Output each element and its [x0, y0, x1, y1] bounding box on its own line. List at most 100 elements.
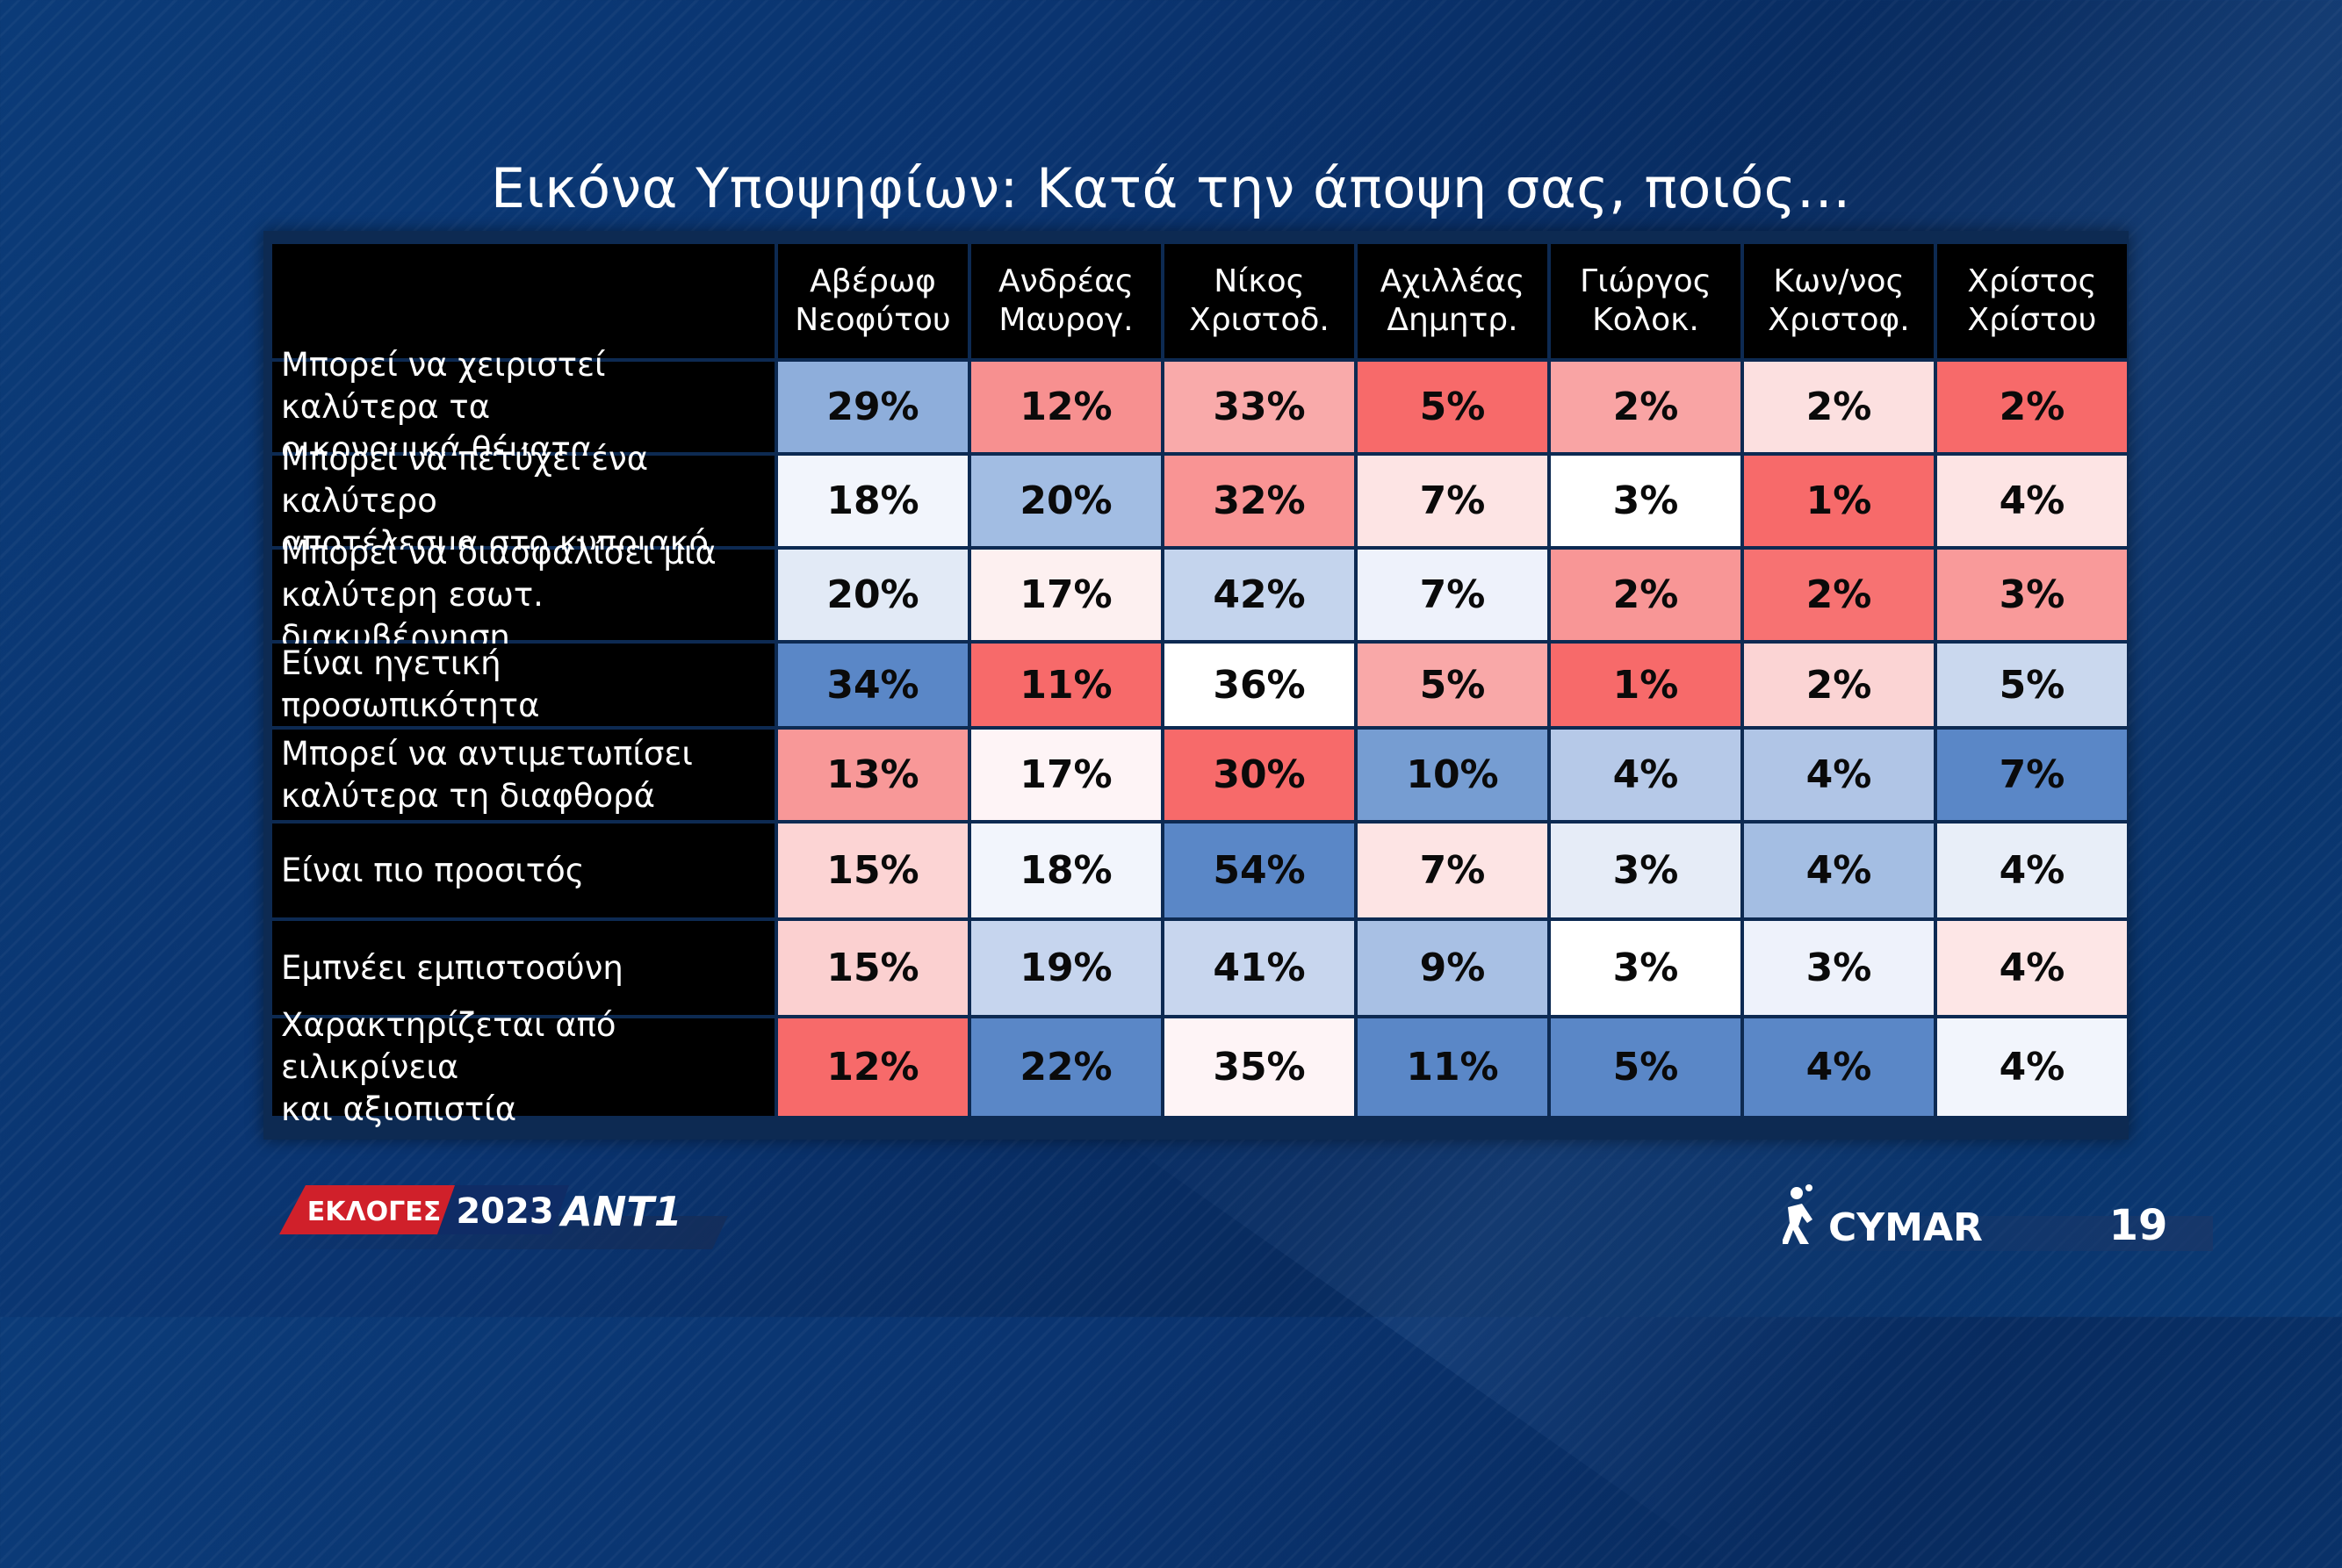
data-cell: 35% [1164, 1018, 1354, 1116]
channel-logo-text: ANT1 [558, 1188, 681, 1235]
data-cell: 3% [1551, 921, 1740, 1015]
data-cell: 12% [778, 1018, 968, 1116]
data-cell: 10% [1358, 730, 1547, 820]
data-cell: 2% [1937, 362, 2127, 452]
column-header-line2: Δημητρ. [1387, 302, 1518, 338]
data-cell: 33% [1164, 362, 1354, 452]
data-cell: 1% [1744, 456, 1934, 546]
data-cell: 15% [778, 824, 968, 917]
data-cell: 4% [1744, 824, 1934, 917]
data-cell: 11% [1358, 1018, 1547, 1116]
data-cell: 7% [1937, 730, 2127, 820]
data-cell: 54% [1164, 824, 1354, 917]
row-label-text: Μπορεί να διασφαλίσει μια καλύτερη εσωτ.… [281, 533, 717, 656]
data-cell: 3% [1937, 550, 2127, 640]
data-cell: 15% [778, 921, 968, 1015]
column-header: Ανδρέας Μαυρογ. [971, 244, 1161, 358]
data-cell: 4% [1937, 1018, 2127, 1116]
data-cell: 2% [1551, 362, 1740, 452]
elections-logo: ΕΚΛΟΓΕΣ 2023 ANT1 [279, 1176, 701, 1247]
cymar-figure-icon [1781, 1184, 1812, 1244]
column-header-line2: Χριστοφ. [1768, 302, 1910, 338]
data-cell: 18% [778, 456, 968, 546]
ant1-logo: ANT1 [558, 1188, 681, 1235]
row-label-text: Εμπνέει εμπιστοσύνη [281, 948, 623, 987]
column-header-line1: Αχιλλέας [1380, 263, 1525, 299]
data-cell: 1% [1551, 644, 1740, 726]
pollster-logo-text: CYMAR [1828, 1205, 1983, 1250]
column-header-line2: Χρίστου [1967, 302, 2097, 338]
column-header: Κων/νος Χριστοφ. [1744, 244, 1934, 358]
data-cell: 11% [971, 644, 1161, 726]
column-header-line1: Αβέρωφ [810, 263, 936, 299]
cymar-logo: CYMAR [1781, 1181, 1993, 1255]
data-cell: 36% [1164, 644, 1354, 726]
data-cell: 22% [971, 1018, 1161, 1116]
footer-right-strip [1721, 1216, 2213, 1251]
column-header: Χρίστος Χρίστου [1937, 244, 2127, 358]
data-cell: 4% [1937, 456, 2127, 546]
data-cell: 7% [1358, 550, 1547, 640]
data-cell: 3% [1551, 456, 1740, 546]
column-header: Νίκος Χριστοδ. [1164, 244, 1354, 358]
row-label: Μπορεί να διασφαλίσει μια καλύτερη εσωτ.… [272, 534, 775, 656]
data-cell: 34% [778, 644, 968, 726]
data-cell: 5% [1358, 362, 1547, 452]
data-cell: 29% [778, 362, 968, 452]
data-cell: 5% [1358, 644, 1547, 726]
column-header-line2: Μαυρογ. [998, 302, 1134, 338]
data-cell: 2% [1551, 550, 1740, 640]
column-header-line2: Κολοκ. [1592, 302, 1699, 338]
column-header: Γιώργος Κολοκ. [1551, 244, 1740, 358]
column-header: Αβέρωφ Νεοφύτου [778, 244, 968, 358]
data-cell: 3% [1551, 824, 1740, 917]
data-cell: 9% [1358, 921, 1547, 1015]
poll-table: Αβέρωφ Νεοφύτου Ανδρέας Μαυρογ. Νίκος Χριστοδ… [263, 231, 2129, 1140]
column-header: Αχιλλέας Δημητρ. [1358, 244, 1547, 358]
data-cell: 4% [1744, 730, 1934, 820]
column-header-line2: Νεοφύτου [795, 302, 951, 338]
elections-label: ΕΚΛΟΓΕΣ [307, 1197, 442, 1227]
row-label: Είναι ηγετική προσωπικότητα [272, 644, 775, 726]
data-cell: 5% [1551, 1018, 1740, 1116]
data-cell: 19% [971, 921, 1161, 1015]
data-cell: 17% [971, 550, 1161, 640]
column-header-line1: Χρίστος [1967, 263, 2097, 299]
row-label-text: Είναι ηγετική προσωπικότητα [281, 644, 540, 724]
data-cell: 5% [1937, 644, 2127, 726]
data-cell: 7% [1358, 456, 1547, 546]
data-cell: 30% [1164, 730, 1354, 820]
data-cell: 12% [971, 362, 1161, 452]
elections-year: 2023 [456, 1191, 553, 1232]
row-label-text: Είναι πιο προσιτός [281, 851, 585, 889]
header-corner [272, 244, 775, 358]
data-cell: 2% [1744, 550, 1934, 640]
data-cell: 20% [778, 550, 968, 640]
page-title: Εικόνα Υποψηφίων: Κατά την άποψη σας, πο… [490, 156, 1852, 220]
row-label: Χαρακτηρίζεται από ειλικρίνεια και αξιοπ… [272, 1006, 775, 1128]
data-cell: 42% [1164, 550, 1354, 640]
data-cell: 3% [1744, 921, 1934, 1015]
column-header-line1: Νίκος [1214, 263, 1305, 299]
column-header-line1: Γιώργος [1580, 263, 1711, 299]
row-label: Μπορεί να αντιμετωπίσει καλύτερα τη διαφ… [272, 730, 775, 820]
row-label: Είναι πιο προσιτός [272, 824, 775, 917]
data-cell: 20% [971, 456, 1161, 546]
data-cell: 13% [778, 730, 968, 820]
column-header-line2: Χριστοδ. [1189, 302, 1330, 338]
row-label: Εμπνέει εμπιστοσύνη [272, 921, 775, 1015]
data-cell: 4% [1937, 921, 2127, 1015]
data-cell: 2% [1744, 644, 1934, 726]
page-number: 19 [2108, 1201, 2168, 1250]
data-cell: 7% [1358, 824, 1547, 917]
column-header-line1: Κων/νος [1773, 263, 1905, 299]
row-label-text: Χαρακτηρίζεται από ειλικρίνεια και αξιοπ… [281, 1005, 616, 1128]
row-label-text: Μπορεί να αντιμετωπίσει καλύτερα τη διαφ… [281, 734, 693, 815]
data-cell: 17% [971, 730, 1161, 820]
data-cell: 32% [1164, 456, 1354, 546]
data-cell: 4% [1744, 1018, 1934, 1116]
data-cell: 4% [1937, 824, 2127, 917]
data-cell: 4% [1551, 730, 1740, 820]
data-cell: 2% [1744, 362, 1934, 452]
data-cell: 41% [1164, 921, 1354, 1015]
